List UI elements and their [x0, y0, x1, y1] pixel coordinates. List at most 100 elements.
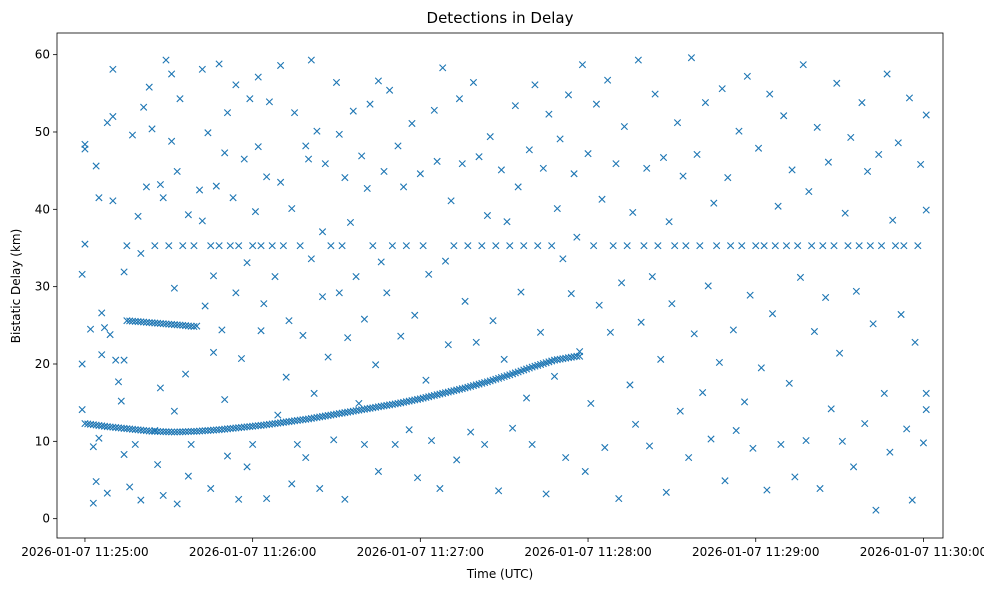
data-point: [204, 426, 212, 435]
data-point: [243, 463, 251, 471]
data-point: [425, 393, 433, 401]
data-point: [897, 310, 905, 319]
data-point: [514, 183, 522, 191]
data-point: [338, 409, 346, 417]
data-point: [369, 404, 377, 412]
data-point: [277, 61, 285, 70]
data-point: [458, 160, 466, 168]
data-point: [198, 217, 206, 225]
data-point: [573, 352, 581, 360]
data-point: [201, 302, 209, 310]
data-point: [232, 289, 240, 297]
data-point: [313, 127, 321, 135]
data-point: [481, 440, 489, 449]
data-point: [422, 393, 430, 402]
data-point: [168, 137, 176, 145]
data-point: [439, 389, 447, 397]
data-point: [556, 135, 564, 143]
data-point: [181, 370, 190, 378]
data-point: [293, 440, 301, 449]
data-point: [265, 98, 274, 106]
data-point: [229, 194, 237, 202]
data-point: [257, 242, 265, 250]
data-point: [151, 242, 159, 250]
data-point: [922, 389, 930, 397]
data-point: [701, 99, 710, 107]
data-point: [344, 408, 352, 416]
data-point: [458, 385, 466, 393]
data-point: [439, 64, 447, 72]
data-point: [673, 119, 682, 127]
data-point: [464, 242, 472, 250]
x-tick-label: 2026-01-07 11:26:00: [189, 545, 316, 559]
data-point: [86, 325, 95, 333]
data-point: [595, 301, 603, 309]
data-point: [886, 448, 894, 456]
data-point: [271, 273, 279, 281]
data-point: [763, 486, 771, 494]
data-point: [221, 395, 229, 404]
data-point: [302, 142, 310, 150]
data-point: [131, 440, 139, 449]
data-point: [388, 400, 396, 408]
data-point: [573, 233, 581, 241]
data-point: [358, 406, 366, 414]
data-point: [838, 437, 846, 445]
data-point: [922, 406, 930, 414]
data-point: [89, 443, 97, 451]
data-point: [263, 173, 271, 181]
data-point: [508, 424, 517, 432]
data-point: [601, 443, 609, 452]
data-point: [665, 218, 673, 226]
data-point: [246, 95, 254, 103]
data-point: [391, 440, 399, 449]
data-point: [791, 473, 799, 481]
data-point: [374, 467, 383, 476]
data-point: [634, 56, 642, 64]
data-point: [486, 133, 494, 141]
data-point: [743, 72, 751, 80]
data-point: [131, 317, 139, 325]
data-point: [106, 331, 114, 339]
data-point: [707, 435, 715, 443]
data-point: [78, 406, 86, 414]
data-point: [120, 356, 128, 364]
data-point: [693, 150, 701, 159]
data-point: [788, 166, 796, 174]
data-point: [165, 320, 173, 328]
data-point: [195, 186, 204, 194]
data-point: [209, 272, 218, 280]
data-point: [567, 353, 575, 361]
data-point: [441, 257, 450, 265]
data-point: [564, 354, 573, 362]
data-point: [307, 56, 315, 64]
data-point: [282, 373, 290, 381]
data-point: [123, 242, 131, 250]
data-point: [645, 442, 654, 450]
data-point: [346, 218, 355, 227]
data-point: [190, 242, 198, 250]
data-point: [668, 300, 676, 308]
data-point: [559, 255, 567, 263]
data-point: [726, 242, 735, 250]
data-point: [209, 426, 218, 434]
data-point: [126, 317, 134, 325]
data-point: [383, 289, 391, 297]
data-point: [318, 228, 327, 236]
data-point: [249, 242, 257, 250]
data-point: [402, 398, 410, 406]
data-point: [137, 318, 145, 326]
data-point: [134, 212, 142, 220]
data-point: [685, 453, 693, 462]
x-tick-label: 2026-01-07 11:27:00: [357, 545, 484, 559]
data-point: [168, 320, 176, 328]
data-point: [752, 242, 760, 250]
data-point: [380, 402, 388, 410]
data-point: [366, 404, 374, 412]
data-point: [173, 167, 181, 176]
data-point: [500, 355, 508, 363]
data-point: [405, 426, 413, 434]
data-point: [447, 387, 455, 395]
data-point: [402, 242, 410, 250]
data-point: [352, 273, 360, 281]
